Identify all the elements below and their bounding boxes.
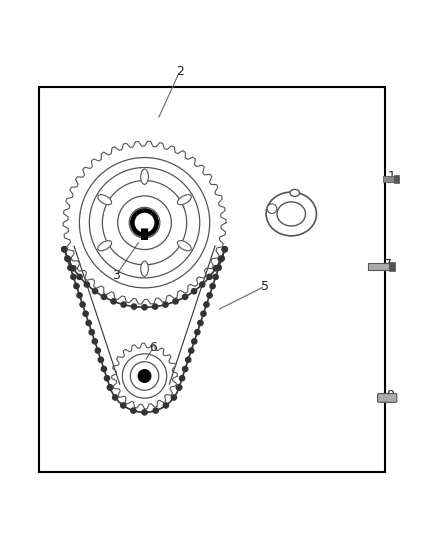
Circle shape	[95, 348, 100, 353]
Circle shape	[218, 256, 223, 262]
Text: 5: 5	[261, 280, 269, 293]
Circle shape	[107, 385, 113, 390]
Circle shape	[121, 302, 126, 307]
Circle shape	[222, 247, 227, 252]
Circle shape	[107, 385, 113, 390]
Text: 3: 3	[112, 269, 120, 282]
Circle shape	[92, 339, 97, 344]
Circle shape	[135, 214, 154, 232]
Circle shape	[111, 298, 116, 304]
Circle shape	[267, 204, 277, 214]
Circle shape	[71, 274, 76, 279]
Ellipse shape	[141, 261, 148, 276]
Circle shape	[183, 366, 188, 372]
Circle shape	[204, 302, 209, 307]
Circle shape	[86, 320, 91, 326]
Circle shape	[77, 293, 82, 298]
Circle shape	[131, 408, 136, 413]
Circle shape	[71, 265, 76, 271]
Circle shape	[201, 311, 206, 317]
Circle shape	[89, 329, 94, 335]
FancyBboxPatch shape	[141, 229, 148, 240]
Ellipse shape	[277, 202, 306, 226]
Ellipse shape	[177, 195, 191, 205]
Circle shape	[177, 385, 182, 390]
Circle shape	[142, 304, 147, 310]
Ellipse shape	[290, 189, 300, 197]
Circle shape	[104, 376, 110, 381]
Circle shape	[101, 366, 106, 372]
Circle shape	[113, 395, 118, 400]
Circle shape	[210, 284, 215, 289]
Circle shape	[177, 385, 182, 390]
Circle shape	[74, 284, 79, 289]
Circle shape	[142, 410, 147, 415]
Circle shape	[120, 403, 126, 408]
Circle shape	[138, 370, 151, 382]
Circle shape	[84, 282, 89, 287]
Ellipse shape	[177, 240, 191, 251]
Circle shape	[200, 282, 205, 287]
Circle shape	[222, 247, 227, 252]
Circle shape	[131, 304, 137, 309]
Circle shape	[101, 294, 106, 300]
Circle shape	[153, 408, 159, 413]
Text: 8: 8	[386, 389, 394, 402]
Circle shape	[62, 247, 67, 252]
Circle shape	[65, 256, 70, 261]
Circle shape	[216, 265, 221, 270]
Circle shape	[183, 294, 188, 300]
Circle shape	[213, 274, 218, 279]
Circle shape	[66, 256, 71, 262]
Circle shape	[152, 304, 158, 309]
Text: 6: 6	[149, 341, 157, 354]
Bar	[394, 175, 399, 183]
Text: 1: 1	[388, 170, 396, 183]
Ellipse shape	[98, 240, 112, 251]
Circle shape	[163, 302, 168, 307]
Circle shape	[92, 288, 98, 294]
Ellipse shape	[141, 169, 148, 184]
FancyBboxPatch shape	[378, 393, 397, 402]
Circle shape	[80, 302, 85, 307]
Circle shape	[186, 357, 191, 362]
Circle shape	[192, 339, 197, 344]
Text: 2: 2	[176, 65, 184, 78]
Circle shape	[207, 274, 212, 279]
Bar	[39, 87, 385, 472]
Text: 7: 7	[384, 258, 392, 271]
Bar	[383, 176, 394, 182]
Bar	[389, 262, 395, 271]
Circle shape	[219, 256, 224, 261]
Circle shape	[62, 247, 67, 252]
Ellipse shape	[266, 192, 316, 236]
Circle shape	[180, 376, 185, 381]
Circle shape	[207, 293, 212, 298]
Circle shape	[213, 265, 218, 271]
Circle shape	[195, 329, 200, 335]
Text: 4: 4	[283, 219, 291, 231]
Circle shape	[68, 265, 73, 270]
Circle shape	[83, 311, 88, 317]
Bar	[368, 263, 389, 270]
Circle shape	[171, 395, 177, 400]
Circle shape	[163, 403, 169, 408]
Ellipse shape	[98, 195, 112, 205]
Circle shape	[131, 209, 159, 237]
Circle shape	[77, 274, 82, 279]
Circle shape	[98, 357, 103, 362]
Circle shape	[191, 288, 197, 294]
Circle shape	[173, 298, 178, 304]
Circle shape	[198, 320, 203, 326]
Circle shape	[189, 348, 194, 353]
